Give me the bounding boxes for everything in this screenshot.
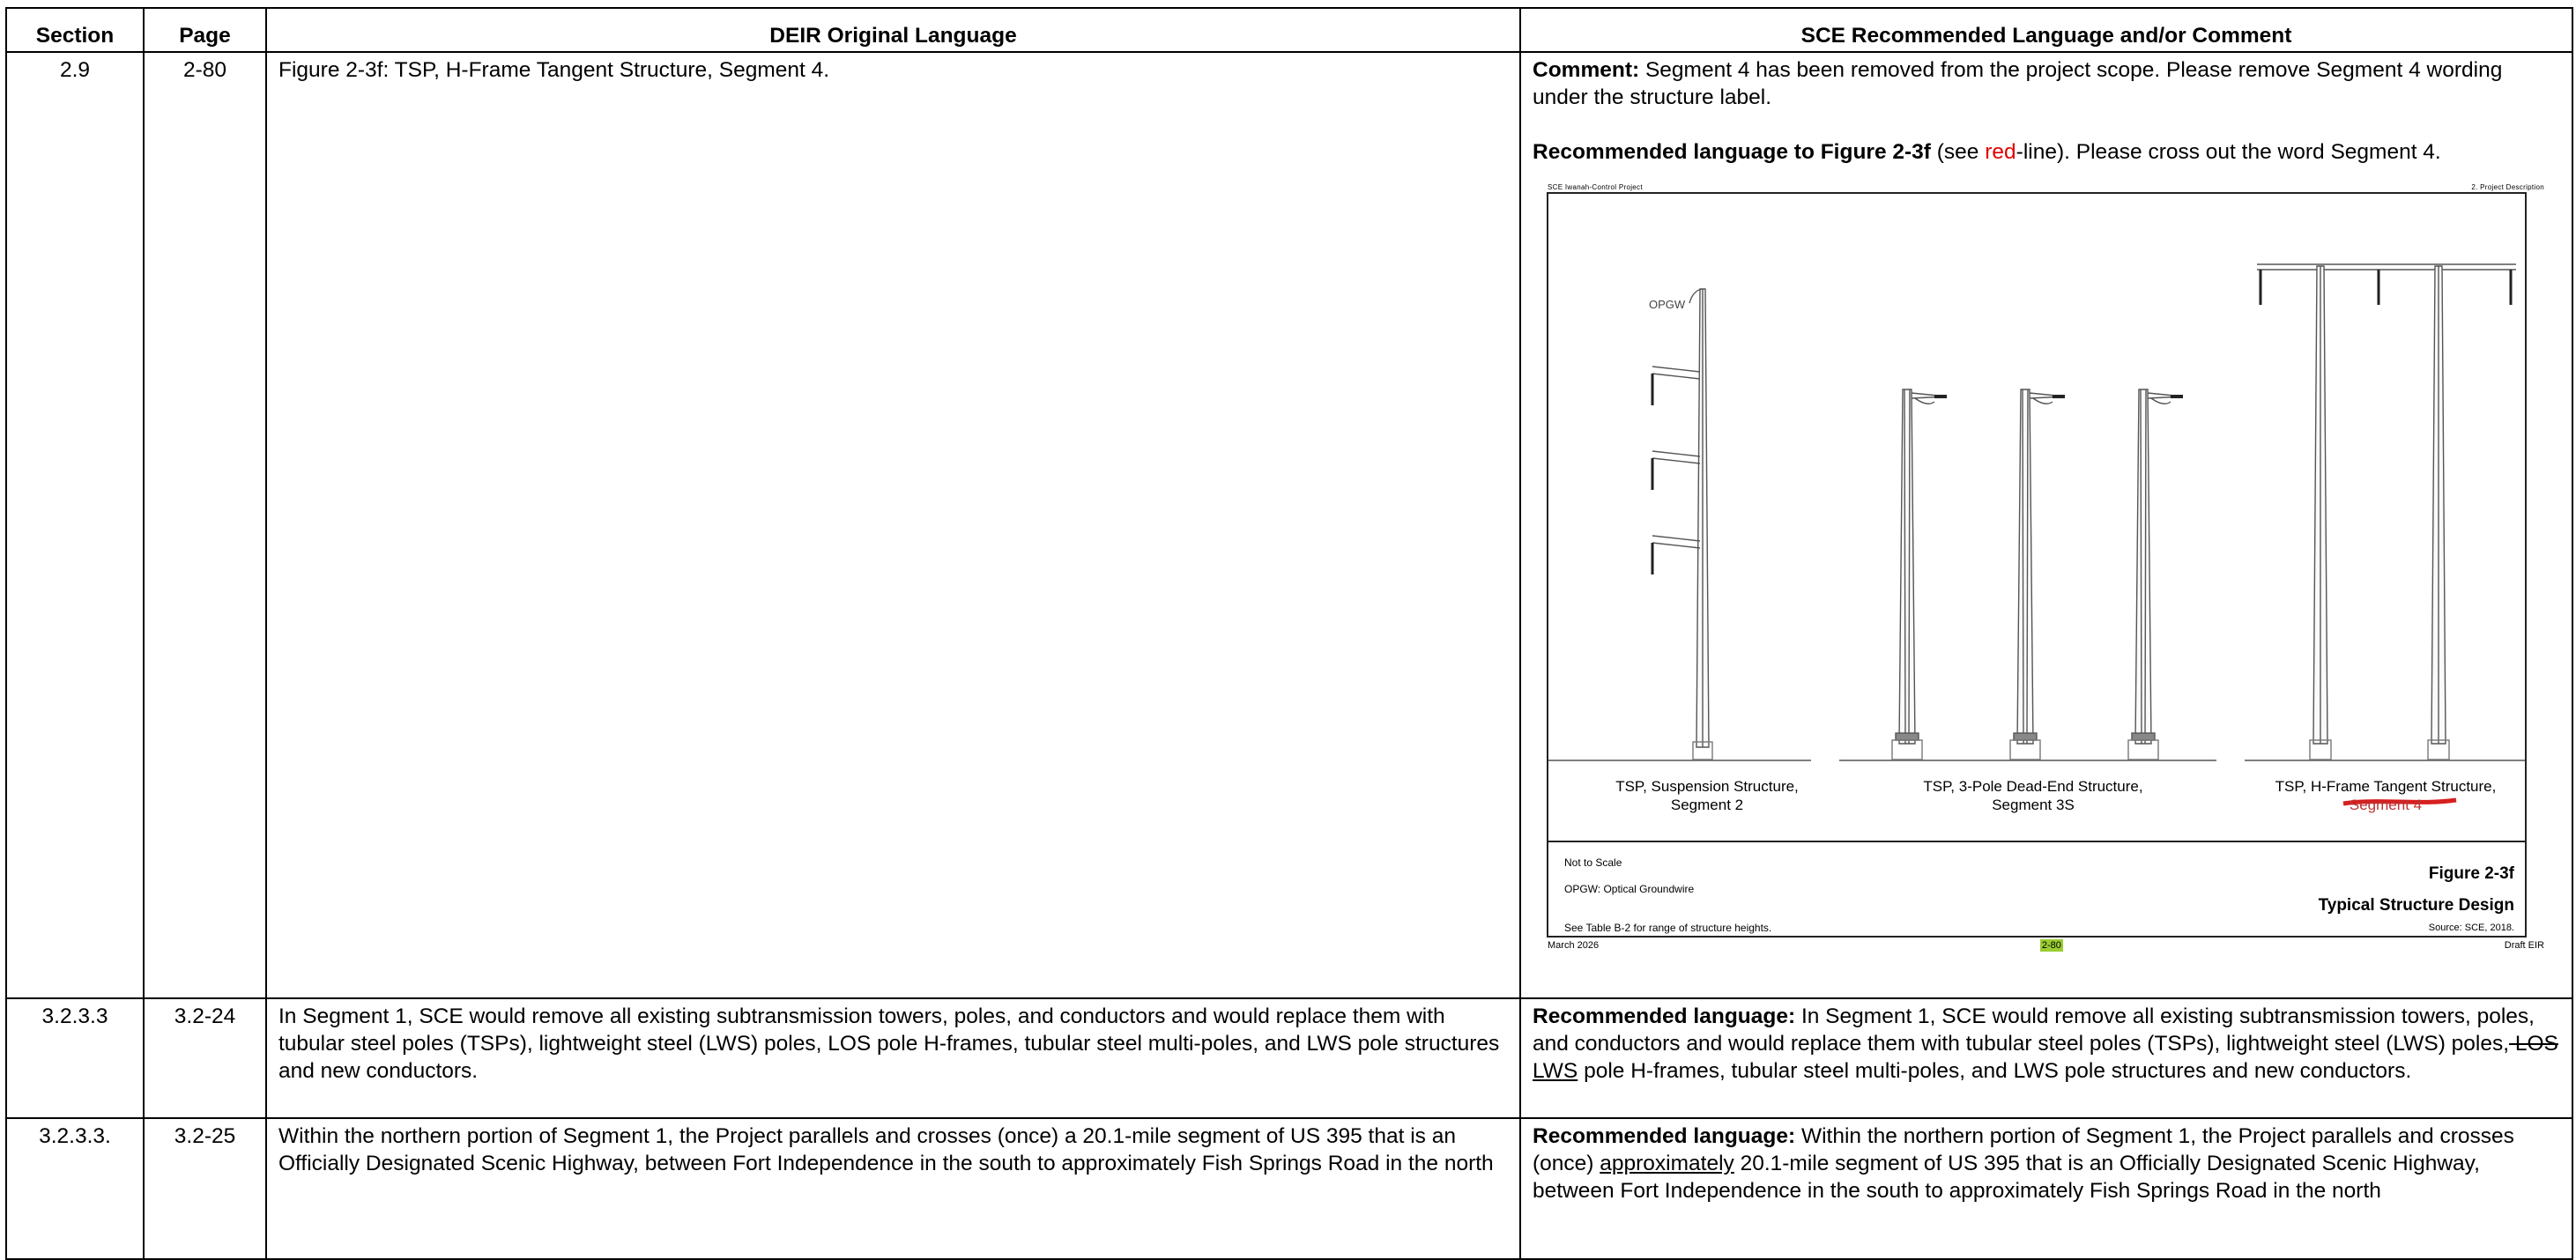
row-page: 2-80 [143,51,267,999]
comment-table: Section Page DEIR Original Language SCE … [5,7,2573,1260]
figure-legend: Not to Scale OPGW: Optical Groundwire Se… [1548,841,2525,936]
recommended-text-pre: In Segment 1, SCE would remove all exist… [1533,1004,2535,1056]
header-sce: SCE Recommended Language and/or Comment [1519,7,2573,53]
caption-suspension-line2: Segment 2 [1670,797,1744,813]
figure-header-right: 2. Project Description [2471,183,2544,191]
recommended-paragraph: Recommended language to Figure 2-3f (see… [1533,138,2560,166]
header-section: Section [5,7,145,53]
row-deir-text: Figure 2-3f: TSP, H-Frame Tangent Struct… [265,51,1521,999]
dead-end-pole-1 [1891,389,1948,760]
figure-excerpt: SCE Iwanah-Control Project 2. Project De… [1533,183,2560,952]
recommended-label: Recommended language to Figure 2-3f [1533,140,1931,164]
caption-dead-end-line1: TSP, 3-Pole Dead-End Structure, [1923,778,2143,795]
opgw-definition: OPGW: Optical Groundwire [1564,883,1695,895]
recommended-text-post: 20.1-mile segment of US 395 that is an O… [1533,1152,2480,1203]
recommended-text-post: -line). Please cross out the word Segmen… [2016,140,2441,164]
table-row: 2.9 2-80 Figure 2-3f: TSP, H-Frame Tange… [5,51,2573,999]
opgw-label: OPGW [1649,298,1686,311]
header-row: Section Page DEIR Original Language SCE … [5,7,2573,53]
structure-drawings [1548,263,2525,806]
header-deir: DEIR Original Language [265,7,1521,53]
row-page: 3.2-25 [143,1117,267,1260]
dead-end-pole-2 [2009,389,2066,760]
not-to-scale-note: Not to Scale [1564,856,1622,869]
row-section: 2.9 [5,51,145,999]
comment-paragraph: Comment: Segment 4 has been removed from… [1533,56,2560,111]
suspension-pole [1651,288,1713,760]
row-section: 3.2.3.3 [5,997,145,1119]
caption-suspension-line1: TSP, Suspension Structure, [1615,778,1799,795]
recommended-text-post: pole H-frames, tubular steel multi-poles… [1578,1059,2412,1083]
caption-h-frame-line2: Segment 4 [2349,797,2423,813]
recommended-text-red: red [1985,140,2016,164]
row-page: 3.2-24 [143,997,267,1119]
caption-h-frame: TSP, H-Frame Tangent Structure, Segment … [2253,777,2518,814]
row-deir-text: Within the northern portion of Segment 1… [265,1117,1521,1260]
row-sce-cell: Recommended language: Within the norther… [1519,1117,2573,1260]
figure-footer-page: 2-80 [2039,939,2063,952]
caption-dead-end: TSP, 3-Pole Dead-End Structure, Segment … [1892,777,2174,814]
recommended-label: Recommended language: [1533,1004,1796,1028]
inserted-text: approximately [1600,1152,1734,1175]
recommended-text-pre: (see [1930,140,1986,164]
table-reference-note: See Table B-2 for range of structure hei… [1564,922,1772,934]
caption-h-frame-line1: TSP, H-Frame Tangent Structure, [2275,778,2497,795]
header-page: Page [143,7,267,53]
dead-end-pole-3 [2127,389,2184,760]
figure-footer-date: March 2026 [1548,940,1600,951]
recommended-text-pre: Within the northern portion of Segment 1… [1533,1124,2514,1175]
table-row: 3.2.3.3. 3.2-25 Within the northern port… [5,1117,2573,1260]
row-sce-cell: Comment: Segment 4 has been removed from… [1519,51,2573,999]
h-frame-structure [2257,263,2516,760]
figure-header-left: SCE Iwanah-Control Project [1548,183,1643,191]
figure-footer-right: Draft EIR [2504,940,2544,951]
recommended-label: Recommended language: [1533,1124,1796,1148]
struck-text: LOS [2509,1032,2558,1056]
caption-suspension: TSP, Suspension Structure, Segment 2 [1601,777,1813,814]
caption-dead-end-line2: Segment 3S [1992,797,2075,813]
row-deir-text: In Segment 1, SCE would remove all exist… [265,997,1521,1119]
figure-title: Typical Structure Design [2318,896,2514,915]
comment-text: Segment 4 has been removed from the proj… [1533,58,2503,109]
figure-number: Figure 2-3f [2428,864,2514,883]
figure-page-header: SCE Iwanah-Control Project 2. Project De… [1533,183,2560,192]
figure-source: Source: SCE, 2018. [2428,923,2514,933]
comment-label: Comment: [1533,58,1640,82]
redline-strike [2342,797,2457,806]
figure-page-footer: March 2026 2-80 Draft EIR [1533,938,2560,952]
inserted-text: LWS [1533,1059,1578,1083]
row-section: 3.2.3.3. [5,1117,145,1260]
table-row: 3.2.3.3 3.2-24 In Segment 1, SCE would r… [5,997,2573,1119]
row-sce-cell: Recommended language: In Segment 1, SCE … [1519,997,2573,1119]
figure-box: OPGW TSP, Suspension Structure, Segment … [1547,192,2527,938]
